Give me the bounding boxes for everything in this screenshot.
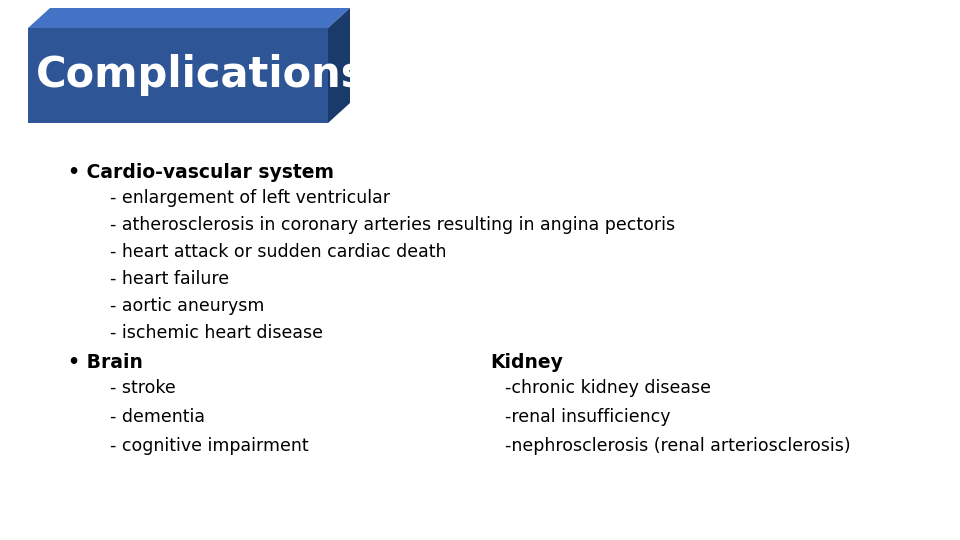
Text: - atherosclerosis in coronary arteries resulting in angina pectoris: - atherosclerosis in coronary arteries r… <box>110 216 675 234</box>
Text: • Cardio-vascular system: • Cardio-vascular system <box>68 163 334 182</box>
Text: - enlargement of left ventricular: - enlargement of left ventricular <box>110 189 390 207</box>
Polygon shape <box>28 8 350 28</box>
Text: - aortic aneurysm: - aortic aneurysm <box>110 297 264 315</box>
Text: - heart failure: - heart failure <box>110 270 229 288</box>
Text: -nephrosclerosis (renal arteriosclerosis): -nephrosclerosis (renal arteriosclerosis… <box>505 437 851 455</box>
FancyBboxPatch shape <box>28 28 328 123</box>
Text: • Brain: • Brain <box>68 353 143 372</box>
Text: - stroke: - stroke <box>110 379 176 397</box>
Text: - cognitive impairment: - cognitive impairment <box>110 437 308 455</box>
Text: - heart attack or sudden cardiac death: - heart attack or sudden cardiac death <box>110 243 446 261</box>
Text: - dementia: - dementia <box>110 408 205 426</box>
Text: - ischemic heart disease: - ischemic heart disease <box>110 324 323 342</box>
Text: Complications: Complications <box>36 55 367 97</box>
Polygon shape <box>328 8 350 123</box>
Text: -chronic kidney disease: -chronic kidney disease <box>505 379 711 397</box>
Text: Kidney: Kidney <box>490 353 563 372</box>
Text: -renal insufficiency: -renal insufficiency <box>505 408 670 426</box>
